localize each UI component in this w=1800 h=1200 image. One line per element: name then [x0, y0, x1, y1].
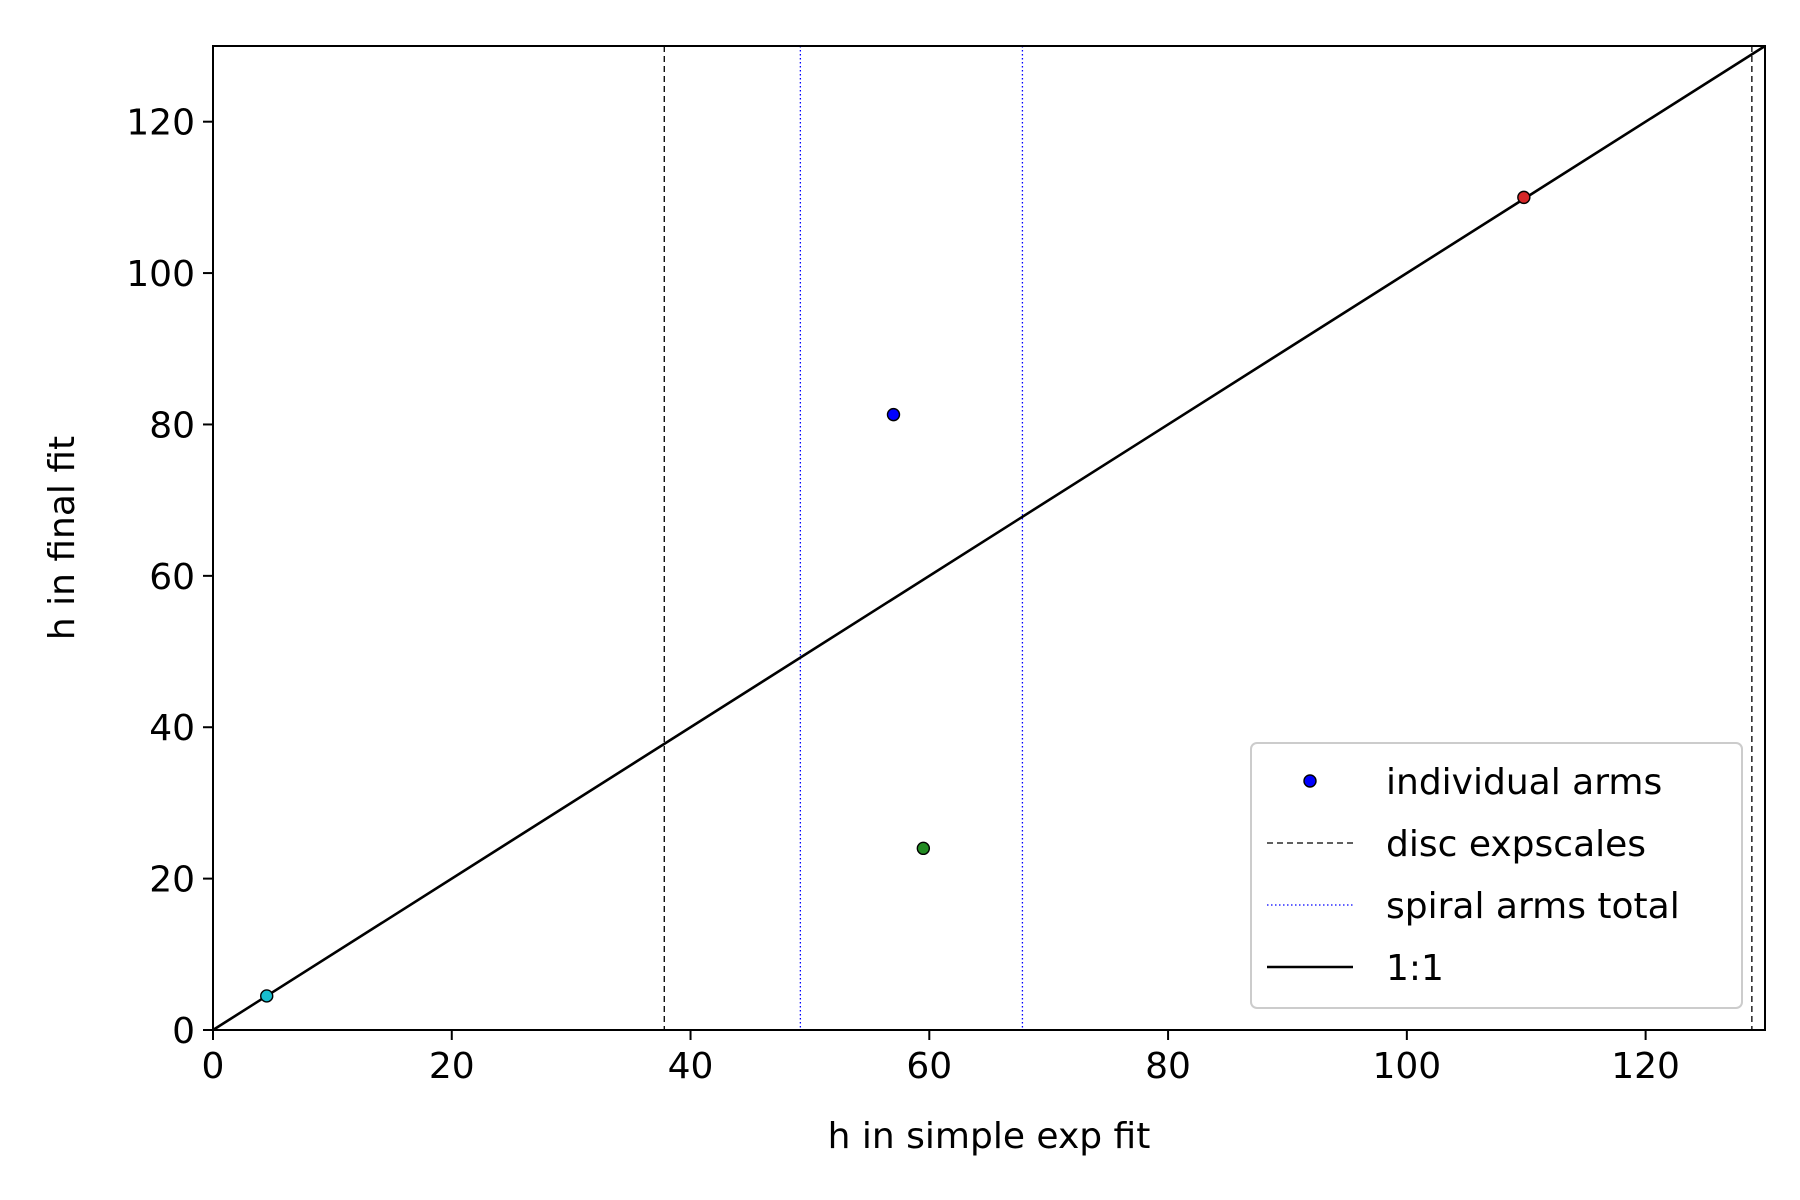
- y-tick-label: 20: [149, 860, 195, 901]
- x-axis-ticks: 0 20 40 60 80 100 120: [202, 1030, 1680, 1087]
- y-tick-label: 60: [149, 557, 195, 598]
- x-tick-label: 40: [668, 1046, 714, 1087]
- reference-lines: [663, 46, 1753, 1030]
- plot-frame: [212, 45, 1766, 1031]
- legend-label-1: disc expscales: [1386, 824, 1646, 865]
- legend: individual arms disc expscales spiral arms…: [1250, 742, 1743, 1009]
- y-tick-label: 40: [149, 708, 195, 749]
- one-to-one-line: [212, 44, 1766, 1032]
- y-tick-label: 100: [126, 254, 195, 295]
- x-tick-label: 80: [1145, 1046, 1191, 1087]
- legend-label-0: individual arms: [1386, 762, 1662, 803]
- data-point-1: [886, 407, 901, 422]
- data-points: [260, 190, 1531, 1003]
- x-tick-label: 120: [1611, 1046, 1680, 1087]
- y-tick-label: 0: [172, 1011, 195, 1052]
- x-tick-label: 60: [906, 1046, 952, 1087]
- x-tick-label: 0: [202, 1046, 225, 1087]
- data-point-0: [260, 989, 274, 1003]
- legend-label-3: 1:1: [1386, 948, 1444, 989]
- y-tick-label: 80: [149, 405, 195, 446]
- y-axis-label: h in final fit: [42, 436, 83, 640]
- x-tick-label: 20: [429, 1046, 475, 1087]
- y-tick-label: 120: [126, 103, 195, 144]
- x-tick-label: 100: [1372, 1046, 1441, 1087]
- one-to-one-line-group: [212, 44, 1766, 1032]
- legend-box: [1250, 742, 1743, 1009]
- y-axis-ticks: 0 20 40 60 80 100 120: [126, 103, 213, 1052]
- x-axis-label: h in simple exp fit: [828, 1116, 1151, 1157]
- legend-label-2: spiral arms total: [1386, 886, 1680, 927]
- data-point-2: [916, 841, 931, 856]
- data-point-3: [1517, 190, 1531, 205]
- legend-marker-0: [1303, 774, 1317, 788]
